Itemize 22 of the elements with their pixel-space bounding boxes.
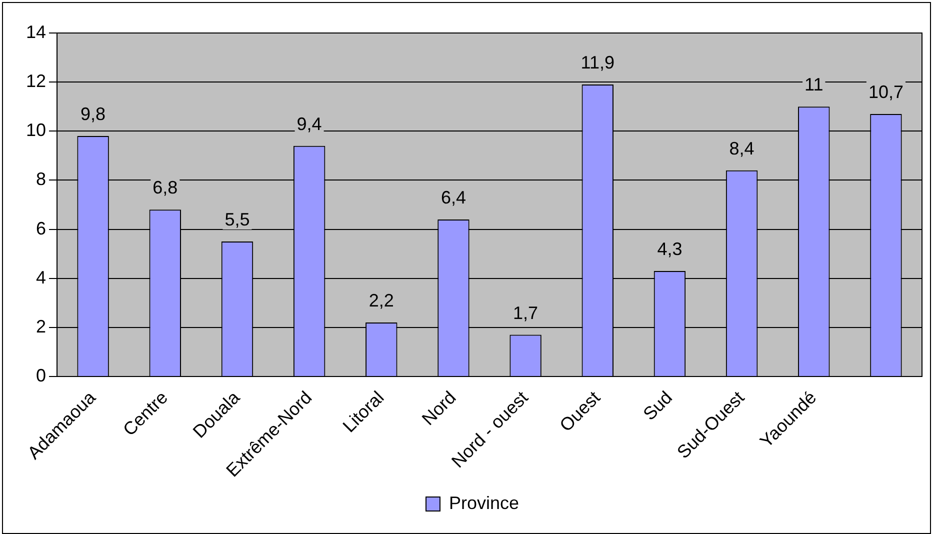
y-tick-label: 4: [36, 267, 46, 288]
text: 6,4: [440, 187, 466, 208]
y-tick-label: 14: [26, 22, 46, 42]
x-tick-label: Sud: [639, 387, 676, 424]
y-tick-label: 8: [36, 169, 46, 190]
y-tick-label: 6: [36, 218, 46, 238]
text: 1,7: [513, 302, 538, 323]
text: 5,5: [224, 210, 250, 230]
text: 11: [804, 74, 824, 95]
y-tick-label: 2: [36, 316, 46, 336]
y-tick-label: 12: [26, 71, 46, 92]
text: 2,2: [368, 290, 394, 310]
y-tick-label: 10: [26, 120, 46, 140]
y-tick-label: 0: [36, 365, 46, 386]
text: 9,8: [80, 104, 106, 124]
legend-label: Province: [448, 492, 520, 513]
text: 9,4: [296, 114, 322, 134]
text: 4,3: [657, 238, 682, 259]
text: 11,9: [580, 52, 614, 72]
text: 10,7: [868, 82, 904, 102]
text: 8,4: [729, 138, 754, 158]
text: 6,8: [152, 178, 178, 198]
